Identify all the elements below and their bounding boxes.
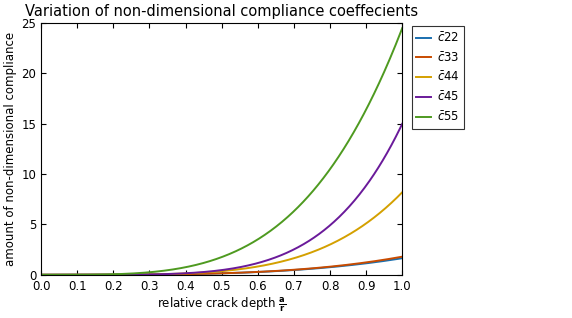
Legend: $\bar{c}$22, $\bar{c}$33, $\bar{c}$44, $\bar{c}$45, $\bar{c}$55: $\bar{c}$22, $\bar{c}$33, $\bar{c}$44, $… bbox=[412, 26, 464, 129]
X-axis label: relative crack depth $\mathbf{\frac{a}{r}}$: relative crack depth $\mathbf{\frac{a}{r… bbox=[157, 295, 287, 314]
Y-axis label: amount of non-dimensional compliance: amount of non-dimensional compliance bbox=[4, 32, 17, 266]
Title: Variation of non-dimensional compliance coeffecients: Variation of non-dimensional compliance … bbox=[25, 4, 418, 19]
